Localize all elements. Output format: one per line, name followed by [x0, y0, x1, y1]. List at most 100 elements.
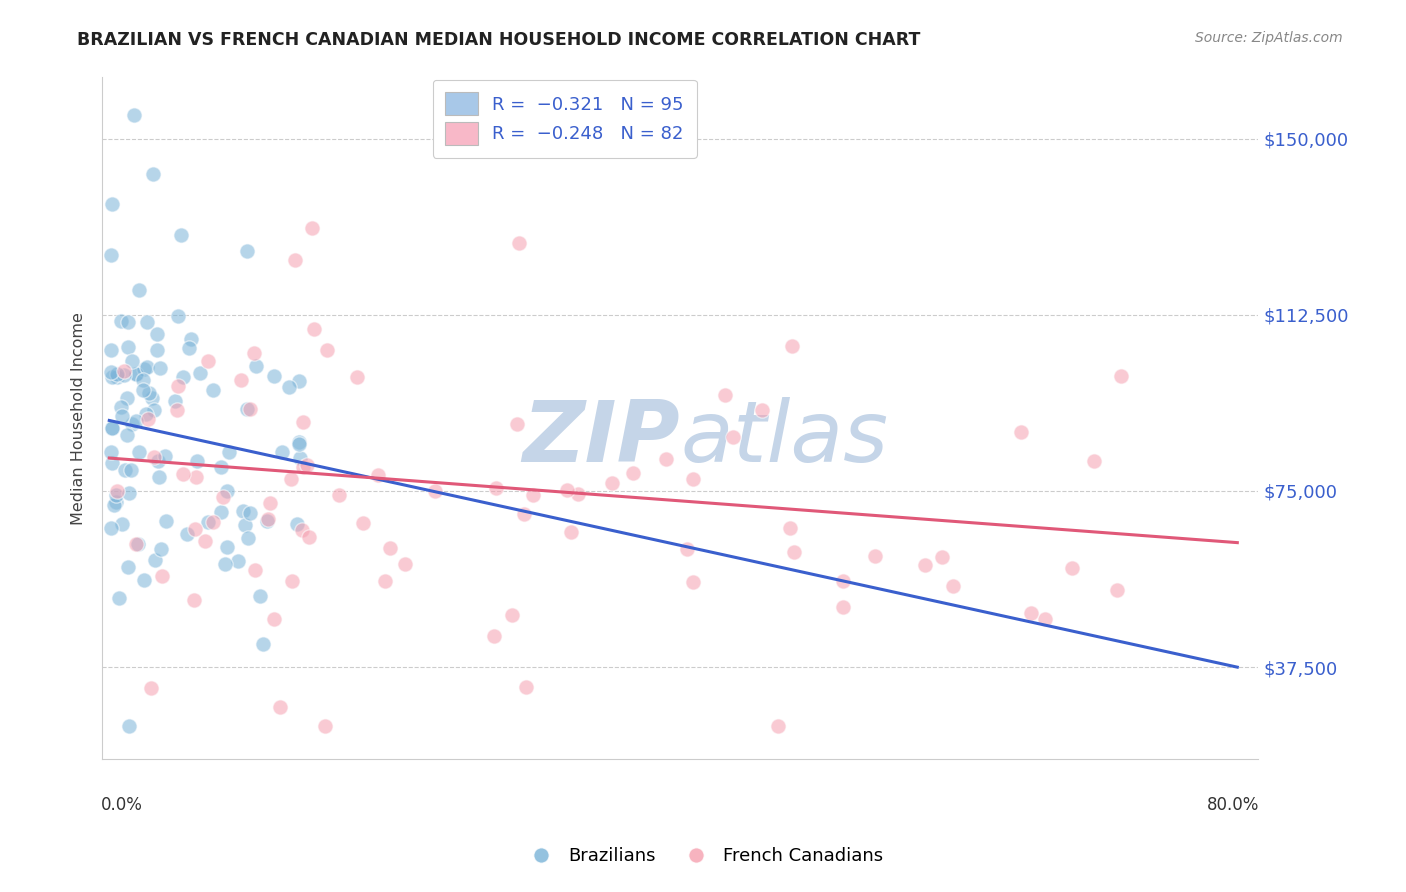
- Point: [118, 486, 141, 500]
- Point: [508, 236, 530, 251]
- Point: [112, 364, 135, 378]
- Point: [676, 541, 699, 556]
- Point: [100, 365, 122, 379]
- Point: [141, 167, 163, 181]
- Point: [1019, 606, 1042, 620]
- Point: [134, 573, 156, 587]
- Point: [122, 108, 145, 122]
- Point: [374, 574, 396, 588]
- Point: [101, 456, 124, 470]
- Point: [150, 569, 173, 583]
- Point: [1033, 611, 1056, 625]
- Point: [143, 553, 166, 567]
- Y-axis label: Median Household Income: Median Household Income: [72, 311, 86, 524]
- Point: [209, 505, 232, 519]
- Point: [108, 591, 131, 606]
- Point: [285, 516, 308, 531]
- Point: [148, 470, 170, 484]
- Point: [281, 574, 304, 589]
- Legend: Brazilians, French Canadians: Brazilians, French Canadians: [516, 840, 890, 872]
- Point: [1062, 560, 1084, 574]
- Point: [1083, 454, 1105, 468]
- Point: [101, 196, 124, 211]
- Point: [751, 402, 773, 417]
- Point: [239, 401, 262, 416]
- Point: [485, 481, 508, 495]
- Point: [256, 515, 278, 529]
- Point: [682, 472, 704, 486]
- Point: [218, 445, 240, 459]
- Point: [942, 579, 965, 593]
- Point: [149, 541, 172, 556]
- Point: [291, 459, 314, 474]
- Point: [180, 332, 202, 346]
- Point: [288, 437, 311, 451]
- Point: [269, 699, 291, 714]
- Point: [271, 445, 294, 459]
- Point: [197, 515, 219, 529]
- Point: [1111, 369, 1133, 384]
- Point: [1105, 582, 1128, 597]
- Point: [117, 315, 139, 329]
- Point: [172, 370, 194, 384]
- Point: [101, 369, 124, 384]
- Point: [291, 523, 314, 537]
- Legend: R =  −​0.321   N = 95, R =  −​0.248   N = 82: R = −​0.321 N = 95, R = −​0.248 N = 82: [433, 79, 696, 158]
- Point: [115, 428, 138, 442]
- Point: [120, 463, 142, 477]
- Point: [249, 589, 271, 603]
- Point: [232, 504, 254, 518]
- Point: [118, 719, 141, 733]
- Point: [100, 421, 122, 435]
- Point: [103, 498, 125, 512]
- Point: [567, 486, 589, 500]
- Point: [256, 512, 278, 526]
- Point: [163, 394, 186, 409]
- Point: [142, 403, 165, 417]
- Point: [105, 369, 128, 384]
- Point: [132, 362, 155, 376]
- Point: [315, 343, 337, 357]
- Point: [780, 339, 803, 353]
- Point: [394, 557, 416, 571]
- Point: [288, 450, 311, 465]
- Point: [166, 403, 188, 417]
- Point: [501, 608, 523, 623]
- Point: [117, 560, 139, 574]
- Point: [145, 326, 167, 341]
- Point: [155, 450, 177, 464]
- Point: [125, 367, 148, 381]
- Point: [111, 516, 134, 531]
- Point: [484, 629, 506, 643]
- Point: [146, 343, 169, 358]
- Point: [298, 530, 321, 544]
- Point: [170, 227, 193, 242]
- Point: [176, 526, 198, 541]
- Point: [201, 516, 224, 530]
- Point: [280, 473, 302, 487]
- Point: [766, 719, 789, 733]
- Point: [245, 359, 267, 374]
- Point: [236, 244, 259, 259]
- Point: [167, 310, 190, 324]
- Point: [831, 599, 853, 614]
- Point: [682, 574, 704, 589]
- Point: [197, 353, 219, 368]
- Point: [931, 549, 953, 564]
- Point: [328, 488, 350, 502]
- Point: [291, 415, 314, 429]
- Point: [100, 343, 122, 357]
- Point: [188, 366, 211, 380]
- Point: [146, 454, 169, 468]
- Point: [515, 680, 537, 694]
- Point: [132, 374, 155, 388]
- Point: [423, 484, 446, 499]
- Text: Source: ZipAtlas.com: Source: ZipAtlas.com: [1195, 31, 1343, 45]
- Point: [121, 417, 143, 432]
- Point: [914, 558, 936, 572]
- Point: [127, 537, 149, 551]
- Point: [104, 495, 127, 509]
- Point: [125, 537, 148, 551]
- Point: [215, 541, 238, 555]
- Point: [138, 386, 160, 401]
